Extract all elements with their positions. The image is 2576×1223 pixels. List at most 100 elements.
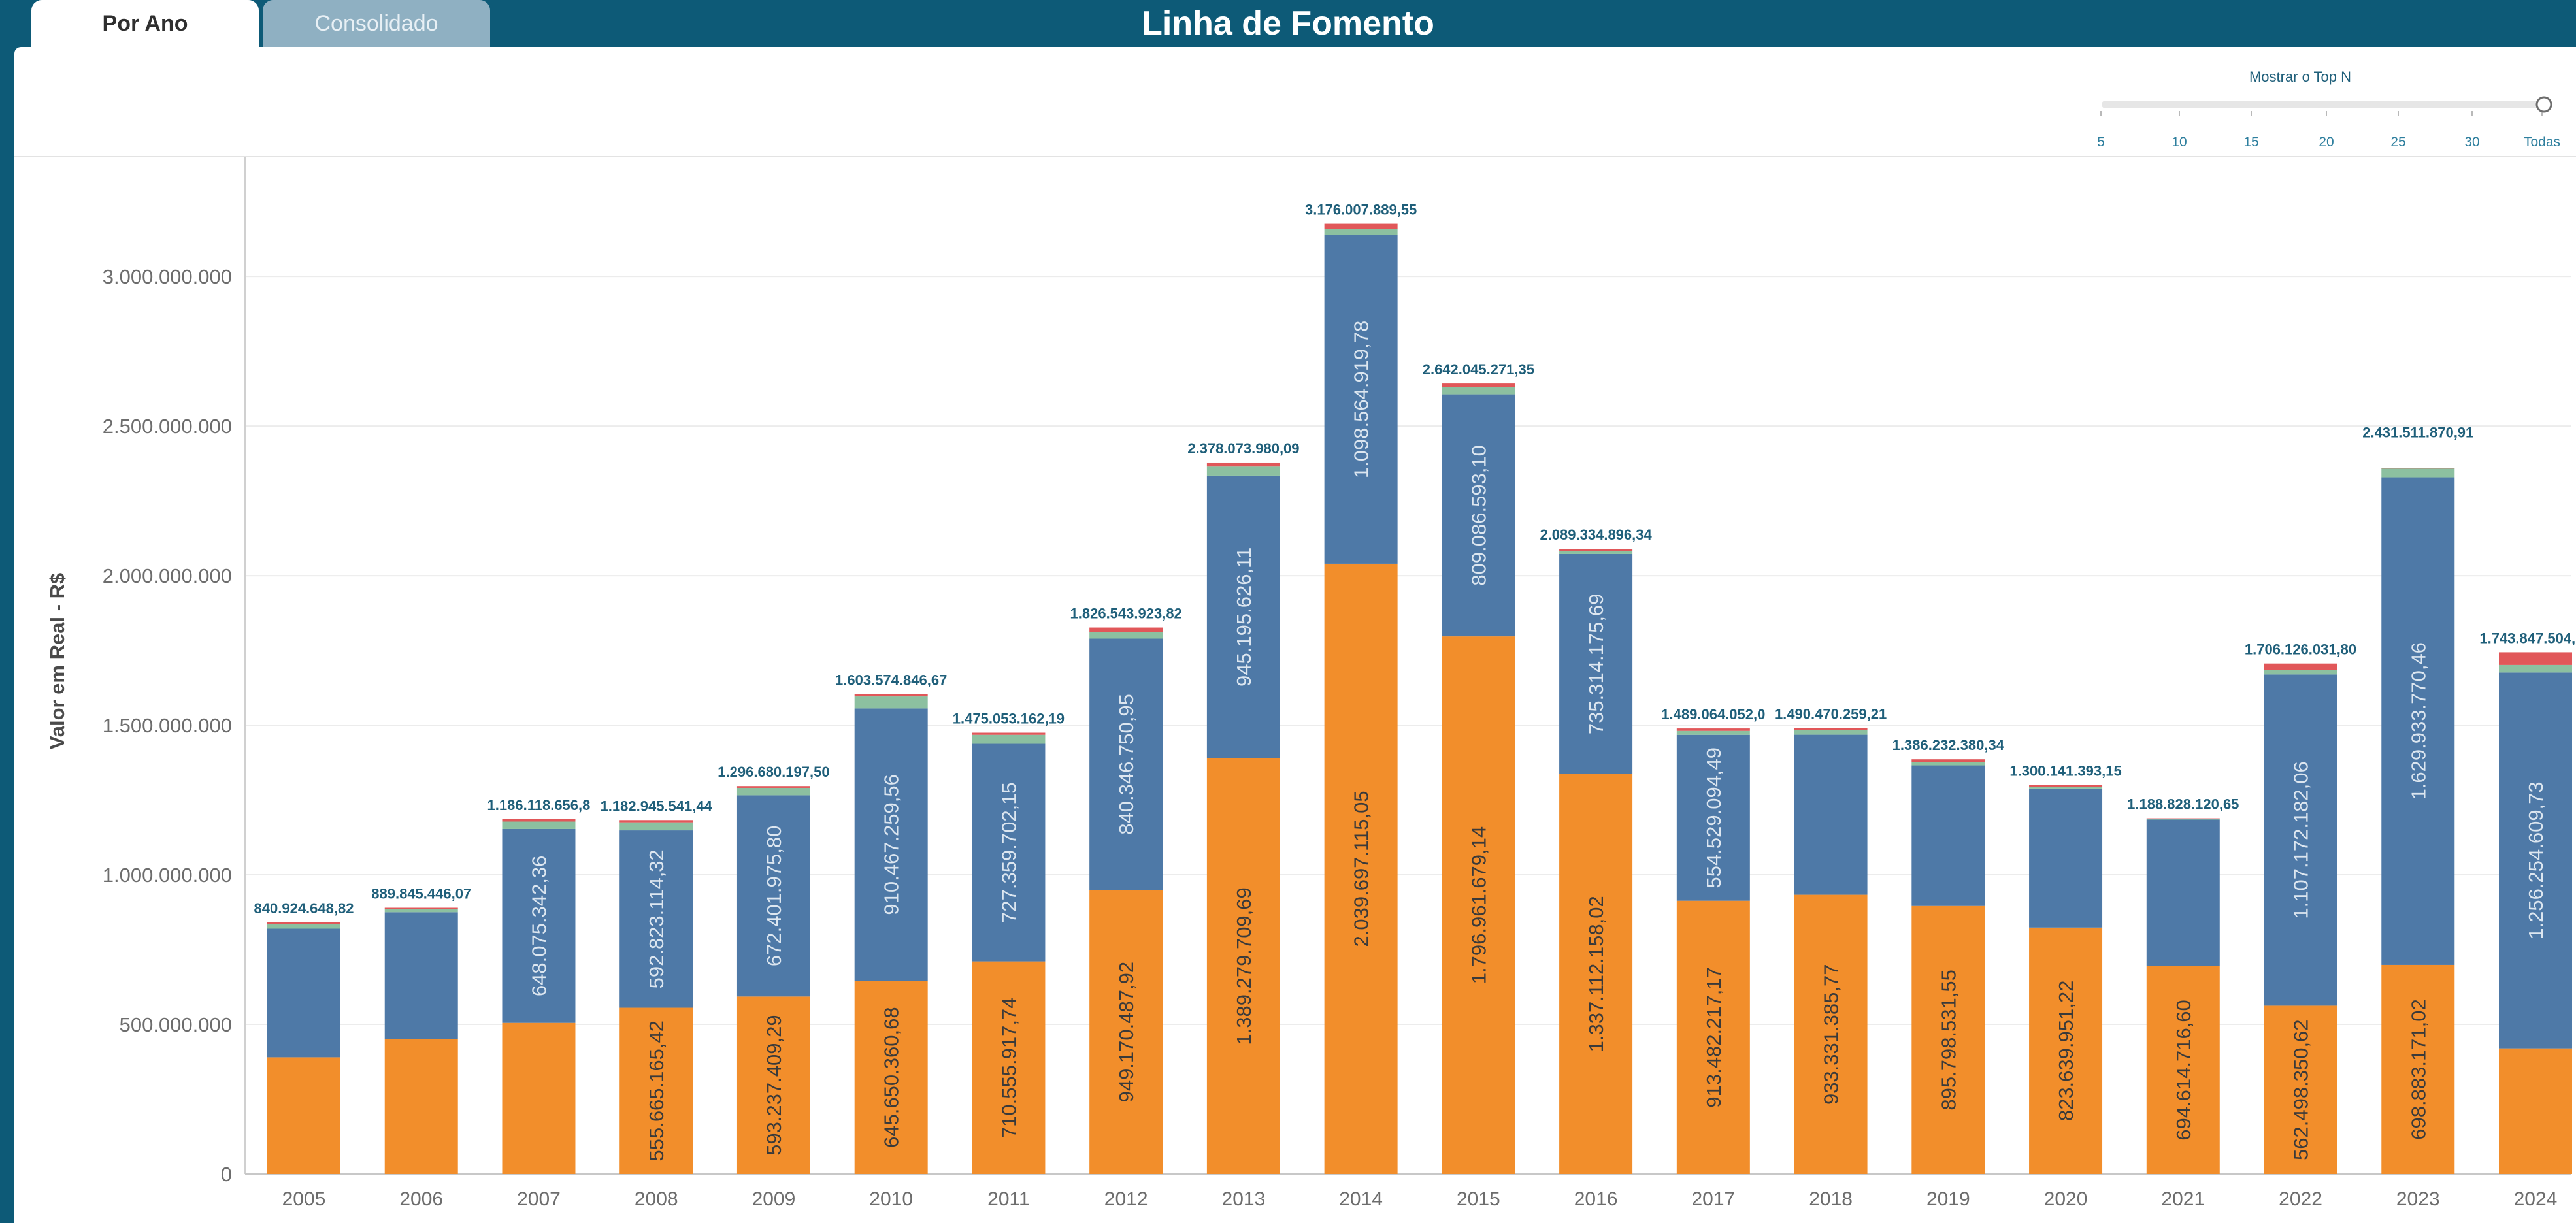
bar-segment[interactable]: [619, 820, 693, 823]
segment-value-label: 933.331.385,77: [1820, 964, 1843, 1105]
bar-segment[interactable]: [1089, 632, 1163, 639]
bar-segment[interactable]: [1206, 758, 1280, 1174]
total-value-label: 1.475.053.162,19: [953, 711, 1065, 727]
bar-segment[interactable]: [2381, 468, 2455, 469]
bar-segment[interactable]: [1089, 638, 1163, 890]
bar-segment[interactable]: [502, 828, 576, 1023]
bar-segment[interactable]: [2381, 477, 2455, 965]
bar-segment[interactable]: [2499, 652, 2572, 665]
bar-segment[interactable]: [854, 981, 928, 1174]
bar-segment[interactable]: [1206, 475, 1280, 758]
segment-value-label: 1.098.564.919,78: [1350, 321, 1373, 478]
top-n-slider-handle[interactable]: [2535, 96, 2552, 113]
bar-segment[interactable]: [267, 1057, 340, 1174]
total-value-label: 1.296.680.197,50: [718, 764, 829, 780]
top-n-option-label: 10: [2171, 135, 2187, 150]
bar-segment[interactable]: [1442, 636, 1515, 1174]
bar-segment[interactable]: [1911, 905, 1985, 1174]
bar-segment[interactable]: [2499, 672, 2572, 1049]
bar-segment[interactable]: [736, 795, 810, 997]
segment-value-label: 648.075.342,36: [527, 856, 550, 997]
bar-segment[interactable]: [972, 734, 1046, 744]
bar-segment[interactable]: [2381, 964, 2455, 1174]
bar-segment[interactable]: [1324, 223, 1398, 229]
bar-segment[interactable]: [384, 1039, 458, 1174]
top-n-option-label: 15: [2243, 135, 2258, 150]
segment-value-label: 1.389.279.709,69: [1232, 887, 1255, 1045]
bar-segment[interactable]: [2499, 1048, 2572, 1174]
bar-segment[interactable]: [1794, 730, 1868, 735]
bar-segment[interactable]: [1911, 759, 1985, 762]
bar-segment[interactable]: [1911, 765, 1985, 906]
bar-segment[interactable]: [1794, 894, 1868, 1174]
total-value-label: 840.924.648,82: [254, 900, 354, 917]
bar-segment[interactable]: [736, 787, 810, 796]
bar-segment[interactable]: [1206, 466, 1280, 476]
bar-segment[interactable]: [619, 822, 693, 831]
bar-segment[interactable]: [2029, 788, 2103, 928]
bar-segment[interactable]: [384, 909, 458, 913]
bar-segment[interactable]: [1794, 734, 1868, 895]
segment-value-label: 945.195.626,11: [1232, 547, 1255, 687]
bar-segment[interactable]: [736, 996, 810, 1174]
bar-segment[interactable]: [736, 786, 810, 788]
bar-segment[interactable]: [1442, 394, 1515, 637]
top-n-option-label: 25: [2390, 135, 2405, 150]
bar-segment[interactable]: [854, 694, 928, 697]
bar-segment[interactable]: [2499, 664, 2572, 673]
bar-segment[interactable]: [1442, 383, 1515, 387]
bar-segment[interactable]: [972, 743, 1046, 962]
bar-segment[interactable]: [1324, 235, 1398, 564]
bar-segment[interactable]: [2029, 785, 2103, 787]
bar-segment[interactable]: [1676, 900, 1750, 1174]
bar-segment[interactable]: [267, 928, 340, 1058]
bar-segment[interactable]: [2029, 927, 2103, 1174]
bar-segment[interactable]: [2264, 1005, 2337, 1174]
bar-segment[interactable]: [1676, 730, 1750, 735]
bar-segment[interactable]: [1676, 728, 1750, 731]
bar-segment[interactable]: [2029, 787, 2103, 789]
bar-segment[interactable]: [2264, 663, 2337, 670]
tab-consolidado[interactable]: Consolidado: [263, 0, 490, 47]
bar-segment[interactable]: [2146, 819, 2220, 820]
bar-segment[interactable]: [502, 819, 576, 822]
tab-por-ano[interactable]: Por Ano: [31, 0, 259, 47]
bar-segment[interactable]: [1794, 728, 1868, 730]
total-value-label: 1.182.945.541,44: [601, 798, 713, 814]
bar-segment[interactable]: [1676, 734, 1750, 901]
bar-segment[interactable]: [267, 924, 340, 929]
bar-segment[interactable]: [854, 696, 928, 709]
y-tick-label: 1.000.000.000: [103, 864, 232, 887]
bar-segment[interactable]: [1089, 627, 1163, 632]
bar-segment[interactable]: [267, 922, 340, 924]
bar-segment[interactable]: [2146, 966, 2220, 1174]
segment-value-label: 710.555.917,74: [997, 998, 1020, 1139]
segment-value-label: 1.107.172.182,06: [2290, 761, 2313, 919]
bar-segment[interactable]: [1559, 549, 1633, 551]
bar-segment[interactable]: [384, 907, 458, 909]
bar-segment[interactable]: [972, 732, 1046, 735]
bar-segment[interactable]: [972, 961, 1046, 1174]
bar-segment[interactable]: [619, 1007, 693, 1174]
bar-segment[interactable]: [2381, 468, 2455, 478]
bar-segment[interactable]: [1324, 229, 1398, 235]
bar-segment[interactable]: [1442, 387, 1515, 395]
bar-segment[interactable]: [502, 1022, 576, 1174]
bar-segment[interactable]: [2264, 674, 2337, 1006]
bar-segment[interactable]: [502, 821, 576, 829]
bar-segment[interactable]: [2264, 670, 2337, 675]
bar-segment[interactable]: [1206, 462, 1280, 467]
bar-segment[interactable]: [1559, 551, 1633, 554]
segment-value-label: 727.359.702,15: [997, 782, 1020, 923]
bar-segment[interactable]: [1324, 563, 1398, 1174]
bar-segment[interactable]: [1559, 774, 1633, 1174]
segment-value-label: 698.883.171,02: [2407, 999, 2430, 1140]
bar-segment[interactable]: [619, 830, 693, 1008]
bar-segment[interactable]: [1911, 762, 1985, 766]
bar-segment[interactable]: [1089, 890, 1163, 1174]
bar-segment[interactable]: [854, 708, 928, 981]
bar-segment[interactable]: [2146, 819, 2220, 966]
bar-segment[interactable]: [1559, 553, 1633, 774]
total-value-label: 889.845.446,07: [371, 886, 471, 902]
bar-segment[interactable]: [384, 912, 458, 1039]
